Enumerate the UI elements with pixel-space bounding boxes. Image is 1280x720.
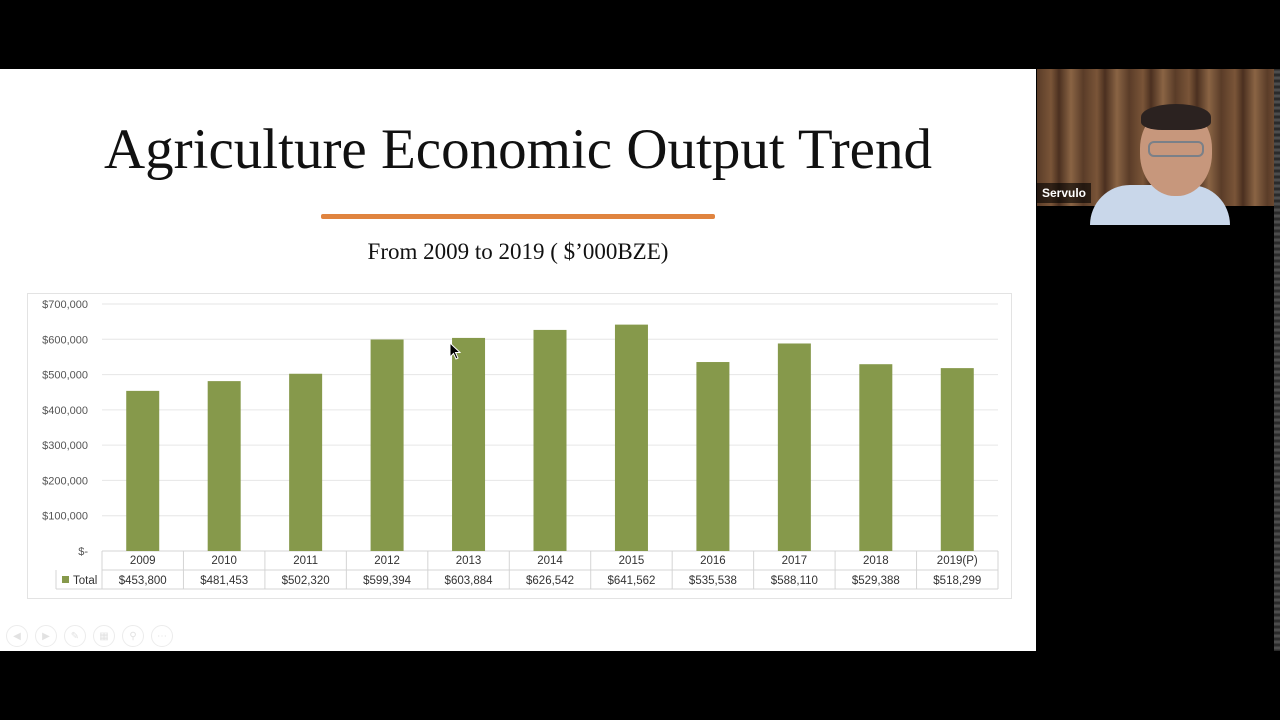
chart-area: $- $100,000 $200,000 $300,000 $400,000 $500,0… bbox=[27, 293, 1012, 599]
bar bbox=[289, 373, 323, 551]
bar bbox=[370, 339, 404, 551]
legend-swatch bbox=[62, 576, 69, 583]
data-table-value: $518,299 bbox=[933, 575, 981, 587]
bar bbox=[126, 390, 160, 551]
x-tick-label: 2017 bbox=[782, 555, 808, 567]
x-tick-label: 2016 bbox=[700, 555, 726, 567]
x-tick-label: 2014 bbox=[537, 555, 563, 567]
participant-glasses bbox=[1148, 141, 1204, 157]
x-tick-label: 2010 bbox=[211, 555, 237, 567]
slide-subtitle: From 2009 to 2019 ( $’000BZE) bbox=[367, 239, 669, 264]
y-tick-label: $700,000 bbox=[42, 299, 88, 311]
prev-slide-icon[interactable]: ◀ bbox=[6, 625, 28, 647]
bar bbox=[777, 343, 811, 551]
data-table-value: $453,800 bbox=[119, 575, 167, 587]
x-tick-label: 2018 bbox=[863, 555, 889, 567]
mouse-cursor-icon bbox=[449, 342, 461, 360]
slide-title: Agriculture Economic Output Trend bbox=[104, 118, 932, 181]
y-tick-label: $600,000 bbox=[42, 334, 88, 346]
data-table-value: $599,394 bbox=[363, 575, 412, 587]
data-table-value: $502,320 bbox=[282, 575, 330, 587]
x-tick-label: 2009 bbox=[130, 555, 156, 567]
presentation-controls: ◀ ▶ ✎ ▦ ⚲ ⋯ bbox=[6, 625, 173, 647]
title-underline bbox=[321, 214, 715, 219]
next-slide-icon[interactable]: ▶ bbox=[35, 625, 57, 647]
x-tick-label: 2012 bbox=[374, 555, 400, 567]
bar bbox=[452, 337, 486, 551]
pen-icon[interactable]: ✎ bbox=[64, 625, 86, 647]
participant-hair bbox=[1141, 104, 1211, 130]
bar bbox=[614, 324, 648, 551]
legend-label: Total bbox=[73, 575, 97, 587]
bar bbox=[940, 368, 974, 551]
participant-name-tag: Servulo bbox=[1037, 183, 1092, 203]
presentation-slide: Agriculture Economic Output Trend From 2… bbox=[0, 69, 1036, 651]
y-tick-label: $- bbox=[78, 546, 88, 558]
data-table-value: $603,884 bbox=[445, 575, 494, 587]
x-tick-label: 2015 bbox=[619, 555, 645, 567]
window-edge bbox=[1274, 69, 1280, 651]
more-icon[interactable]: ⋯ bbox=[151, 625, 173, 647]
y-tick-label: $400,000 bbox=[42, 405, 88, 417]
zoom-icon[interactable]: ⚲ bbox=[122, 625, 144, 647]
y-tick-label: $100,000 bbox=[42, 511, 88, 523]
y-tick-label: $200,000 bbox=[42, 475, 88, 487]
data-table-value: $588,110 bbox=[771, 575, 818, 587]
bar-chart: $- $100,000 $200,000 $300,000 $400,000 $500,0… bbox=[42, 299, 999, 590]
y-tick-label: $300,000 bbox=[42, 440, 88, 452]
data-table-value: $626,542 bbox=[526, 575, 574, 587]
data-table-value: $529,388 bbox=[852, 575, 900, 587]
bar bbox=[859, 364, 893, 551]
bar bbox=[533, 329, 567, 551]
y-tick-label: $500,000 bbox=[42, 370, 88, 382]
x-tick-label: 2019(P) bbox=[937, 555, 978, 567]
bar bbox=[696, 362, 730, 551]
x-tick-label: 2011 bbox=[293, 555, 318, 567]
slides-icon[interactable]: ▦ bbox=[93, 625, 115, 647]
bar bbox=[207, 381, 241, 551]
x-tick-label: 2013 bbox=[456, 555, 482, 567]
data-table-value: $481,453 bbox=[200, 575, 248, 587]
data-table-value: $535,538 bbox=[689, 575, 737, 587]
data-table-value: $641,562 bbox=[607, 575, 655, 587]
